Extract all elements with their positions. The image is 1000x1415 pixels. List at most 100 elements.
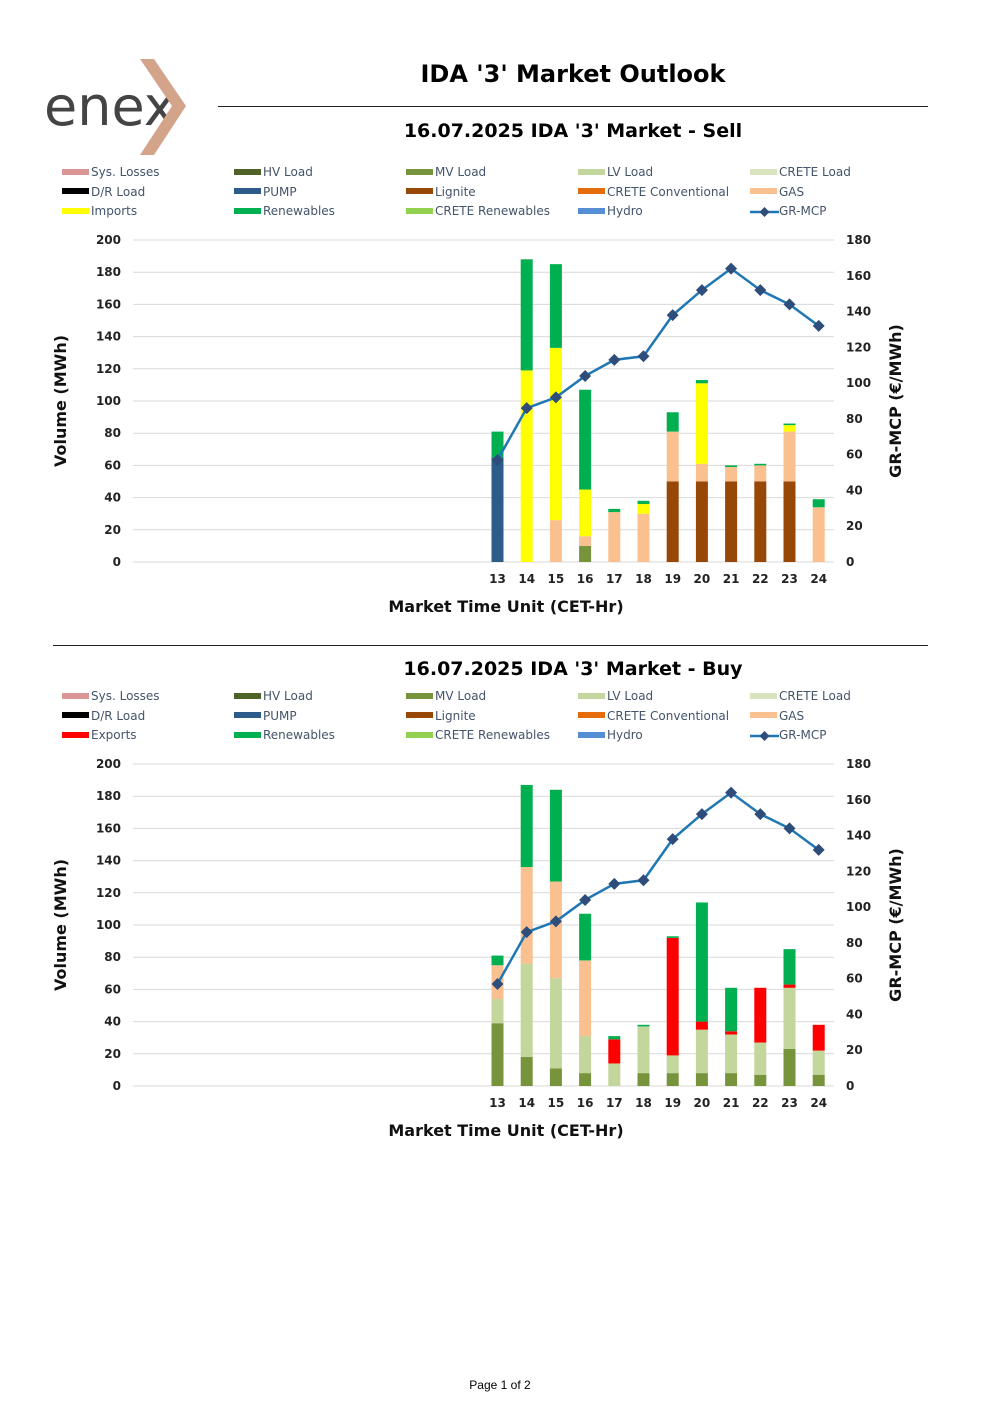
legend-item-renewables: Renewables [234,204,335,218]
buy-chart-legend: Sys. Losses HV Load MV Load LV Load CRETE Lo… [62,689,912,749]
legend-swatch [234,207,261,214]
gr-mcp-point-14 [520,402,533,415]
sell-chart-title: 16.07.2025 IDA '3' Market - Sell [403,120,743,142]
sell-chart-legend: Sys. Losses HV Load MV Load LV Load CRETE Lo… [62,165,912,225]
bar-exports-22 [754,987,767,1043]
bar-lv-load-14 [520,963,533,1058]
legend-swatch [234,712,261,718]
legend-swatch [62,207,89,214]
legend-swatch [406,188,433,194]
bar-mv-load-23 [783,1048,796,1086]
bar-renewables-16 [579,913,592,961]
y-tick-label: 80 [104,426,121,440]
legend-label: CRETE Conventional [607,184,730,199]
legend-item-lv-load: LV Load [578,689,653,703]
bar-gas-16 [579,960,592,1037]
bar-renewables-22 [754,463,767,466]
bar-gas-19 [666,431,679,482]
bar-lv-load-15 [549,978,562,1069]
x-tick-label: 19 [664,1096,681,1110]
legend-swatch [578,168,605,175]
bar-lv-load-13 [491,999,504,1024]
legend-label: MV Load [435,689,487,703]
bar-gas-23 [783,431,796,482]
legend-item-crete-load: CRETE Load [750,165,851,179]
legend-label: Renewables [263,728,335,742]
legend-item-sys-losses: Sys. Losses [62,689,160,703]
x-tick-label: 15 [548,572,565,586]
x-tick-label: 17 [606,572,623,586]
bar-gas-14 [520,867,533,964]
legend-item-crete-renewables: CRETE Renewables [406,728,550,742]
bar-mv-load-18 [637,1073,650,1086]
x-tick-label: 22 [752,572,769,586]
bar-exports-23 [783,984,796,988]
gr-mcp-point-13 [491,978,504,991]
y2-tick-label: 20 [846,1043,863,1057]
y-tick-label: 140 [96,330,121,344]
legend-label: CRETE Load [779,689,851,703]
x-tick-label: 21 [723,1096,740,1110]
legend-item-crete-conventional: CRETE Conventional [578,709,729,723]
gr-mcp-point-24 [812,319,825,332]
x-tick-label: 20 [694,572,711,586]
bar-gas-24 [812,507,825,562]
bar-pump-13 [491,457,504,562]
gr-mcp-point-15 [549,391,562,404]
buy-chart: 0 20 40 60 80 100 120 140 160 180 200 0 20 40 60 80 100 1… [51,757,905,1140]
bar-gas-21 [725,467,738,482]
x-tick-label: 21 [723,572,740,586]
legend-label: Exports [91,728,137,742]
legend-item-lignite: Lignite [406,709,476,723]
legend-label: PUMP [263,708,297,723]
legend-label: PUMP [263,184,297,199]
y-tick-label: 60 [104,982,121,996]
x-axis-title: Market Time Unit (CET-Hr) [388,1121,623,1140]
bar-gas-15 [549,881,562,979]
legend-label: Sys. Losses [91,165,160,179]
logo-chevron [140,59,186,155]
x-tick-label: 22 [752,1096,769,1110]
bar-lv-load-23 [783,987,796,1049]
gr-mcp-point-17 [608,353,621,366]
bar-lv-load-20 [695,1029,708,1074]
y-tick-label: 80 [104,950,121,964]
bar-renewables-17 [608,1036,621,1040]
bar-exports-21 [725,1031,738,1035]
legend-item-renewables: Renewables [234,728,335,742]
y-tick-label: 40 [104,1015,121,1029]
legend-swatch [234,731,261,738]
bar-exports-20 [695,1021,708,1030]
gr-mcp-point-22 [754,284,767,297]
bar-renewables-21 [725,465,738,468]
legend-label: Hydro [607,204,643,218]
gr-mcp-point-24 [812,843,825,856]
gr-mcp-point-13 [491,454,504,467]
legend-item-hydro: Hydro [578,728,643,742]
legend-item-hydro: Hydro [578,204,643,218]
buy-chart-title: 16.07.2025 IDA '3' Market - Buy [403,658,743,680]
bar-imports-16 [579,489,592,537]
y-tick-label: 140 [96,854,121,868]
legend-line-marker-icon [750,206,779,217]
bar-mv-load-14 [520,1057,533,1086]
bar-mv-load-21 [725,1073,738,1086]
gr-mcp-point-14 [520,926,533,939]
legend-item-gas: GAS [750,185,804,199]
legend-item-gas: GAS [750,709,804,723]
y2-tick-label: 60 [846,972,863,986]
y-tick-label: 120 [96,362,121,376]
y-tick-label: 100 [96,394,121,408]
legend-swatch [62,692,89,699]
x-tick-label: 14 [518,572,535,586]
bar-lv-load-17 [608,1063,621,1086]
legend-label: CRETE Load [779,165,851,179]
gr-mcp-point-20 [695,808,708,821]
legend-label: D/R Load [91,708,146,723]
bar-lv-load-18 [637,1026,650,1074]
legend-item-imports: Imports [62,204,137,218]
title-divider [218,106,928,107]
logo-text: enex [44,75,176,138]
legend-item-d-r-load: D/R Load [62,185,145,199]
gr-mcp-point-22 [754,808,767,821]
